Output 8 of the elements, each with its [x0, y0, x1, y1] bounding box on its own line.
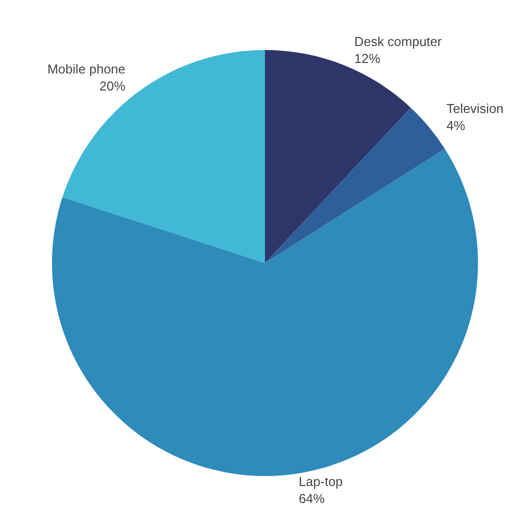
data-label: 20%	[99, 78, 126, 94]
data-label: 64%	[298, 491, 326, 506]
slice-label: Television	[446, 101, 504, 116]
slice-label: Lap-top	[298, 474, 343, 490]
slice-label: Mobile phone	[47, 62, 126, 77]
data-label: 12%	[354, 51, 381, 66]
slice-label: Desk computer	[354, 34, 442, 50]
data-label: 4%	[446, 118, 466, 134]
